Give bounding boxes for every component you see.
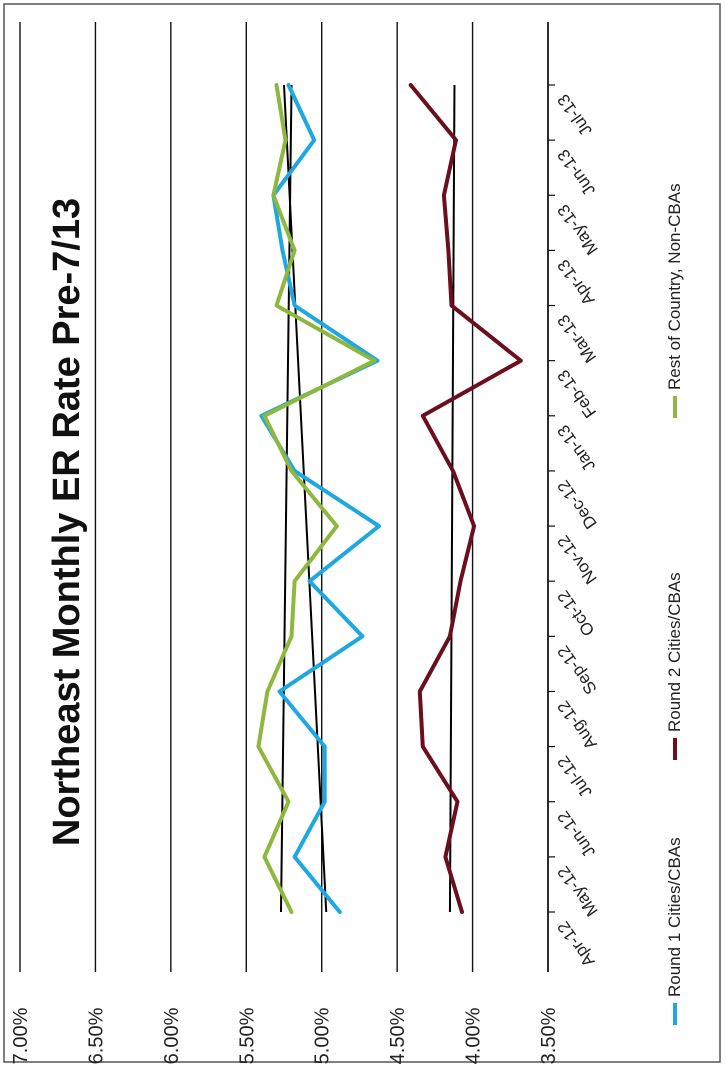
gridlines: [19, 22, 555, 972]
legend: Round 1 Cities/CBAs Round 2 Cities/CBAs Re…: [665, 183, 684, 1025]
series-lines: [256, 83, 523, 914]
y-tick-label: 6.00%: [161, 1007, 183, 1064]
chart-frame: [3, 3, 721, 1063]
series-line-2: [408, 83, 523, 914]
y-tick-label: 6.50%: [85, 1007, 107, 1064]
trendline: [279, 84, 293, 913]
trendline: [283, 84, 328, 913]
legend-label: Round 1 Cities/CBAs: [665, 837, 684, 997]
y-tick-label: 4.00%: [463, 1007, 485, 1064]
trendline: [448, 84, 456, 913]
chart-title: Northeast Monthly ER Rate Pre-7/13: [46, 198, 88, 846]
y-tick-label: 5.50%: [236, 1007, 258, 1064]
series-line-3: [256, 83, 377, 914]
series-line-1: [259, 83, 381, 914]
trendlines: [279, 84, 456, 913]
legend-label: Round 2 Cities/CBAs: [665, 572, 684, 732]
y-tick-label: 5.00%: [312, 1007, 334, 1064]
y-axis-tick-labels: 3.50% 4.00% 4.50% 5.00% 5.50% 6.00% 6.50% 7.00%: [10, 1007, 560, 1064]
y-tick-label: 4.50%: [387, 1007, 409, 1064]
legend-label: Rest of Country, Non-CBAs: [665, 183, 684, 390]
y-tick-label: 3.50%: [538, 1007, 560, 1064]
y-tick-label: 7.00%: [10, 1007, 32, 1064]
